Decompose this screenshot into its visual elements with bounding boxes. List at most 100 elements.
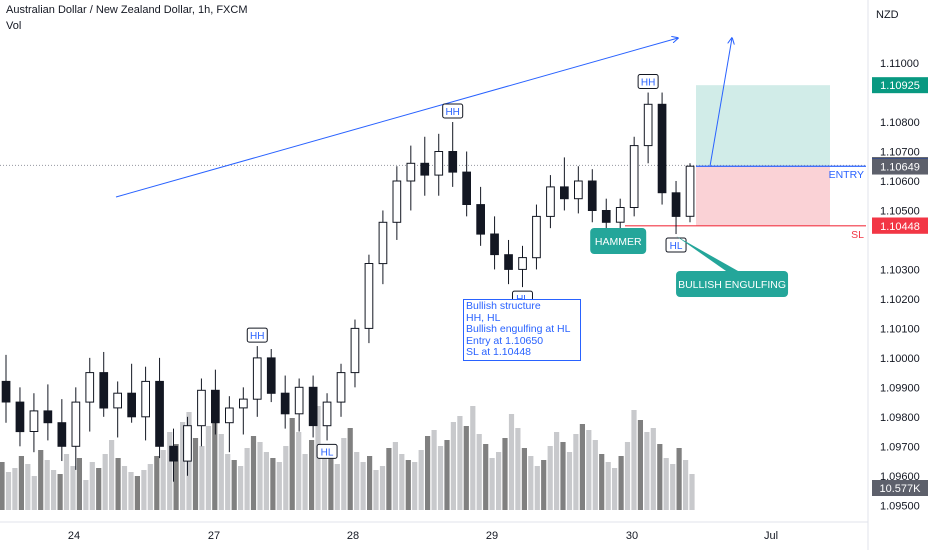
- candle[interactable]: [322, 393, 332, 441]
- candle[interactable]: [43, 384, 53, 441]
- y-tick-label: 1.10200: [880, 294, 920, 306]
- candle[interactable]: [294, 378, 304, 432]
- callout-text: BULLISH ENGULFING: [678, 279, 786, 291]
- candle-body: [685, 165, 695, 217]
- candle[interactable]: [280, 375, 290, 429]
- volume-bar: [431, 430, 437, 510]
- candle[interactable]: [225, 396, 234, 453]
- candle[interactable]: [239, 387, 248, 435]
- candle[interactable]: [615, 198, 625, 229]
- swing-label[interactable]: HL: [316, 443, 338, 459]
- price-tag-text: 1.10925: [880, 80, 920, 92]
- volume-bar: [496, 452, 502, 510]
- x-tick-label: 29: [486, 530, 498, 542]
- callout[interactable]: HAMMER: [590, 228, 647, 254]
- swing-label-box: [316, 443, 338, 459]
- candle[interactable]: [197, 378, 206, 447]
- candle[interactable]: [434, 133, 444, 196]
- volume-bar: [521, 448, 527, 510]
- time-axis: 24 27 28 29 30 Jul: [0, 521, 868, 542]
- candle-body: [71, 401, 81, 447]
- candle[interactable]: [546, 175, 555, 229]
- candle[interactable]: [462, 151, 471, 217]
- y-tick-label: 1.10700: [880, 147, 920, 159]
- candle-body: [587, 180, 597, 211]
- volume-bar: [167, 432, 173, 510]
- candle[interactable]: [308, 375, 318, 438]
- candle[interactable]: [57, 399, 67, 462]
- volume-tag-text: 10.577K: [880, 483, 922, 495]
- volume-bar: [225, 454, 231, 510]
- candle[interactable]: [504, 239, 513, 285]
- price-tag[interactable]: 1.10448: [872, 217, 928, 234]
- volume-tag[interactable]: 10.577K: [872, 480, 928, 496]
- volume-bar: [425, 436, 431, 510]
- volume-bar: [489, 458, 495, 510]
- candle[interactable]: [155, 357, 164, 459]
- swing-label[interactable]: HH: [637, 74, 659, 90]
- candle[interactable]: [532, 204, 541, 270]
- candle-body: [378, 221, 388, 265]
- candle[interactable]: [113, 381, 123, 438]
- candle[interactable]: [211, 369, 220, 435]
- candle[interactable]: [364, 254, 374, 344]
- candle[interactable]: [476, 186, 485, 246]
- candle[interactable]: [406, 145, 416, 211]
- candle[interactable]: [643, 92, 653, 164]
- candle-body: [211, 389, 220, 424]
- candle[interactable]: [671, 180, 681, 235]
- candle[interactable]: [657, 92, 667, 205]
- projection-arrow[interactable]: [709, 38, 732, 167]
- candle-body: [476, 204, 485, 235]
- candle[interactable]: [685, 163, 695, 223]
- candle[interactable]: [490, 216, 499, 270]
- trendline[interactable]: [115, 38, 678, 198]
- candle-body: [308, 386, 318, 427]
- candle[interactable]: [560, 157, 569, 211]
- swing-label[interactable]: HH: [246, 327, 268, 343]
- price-tag-box: [872, 158, 928, 175]
- candle[interactable]: [15, 387, 25, 447]
- candle[interactable]: [518, 245, 527, 288]
- candle[interactable]: [266, 349, 276, 403]
- volume-bar: [579, 424, 585, 510]
- candle[interactable]: [350, 319, 360, 388]
- candle[interactable]: [85, 357, 95, 432]
- annotation-line: HH, HL: [466, 311, 501, 324]
- analysis-annotation[interactable]: Bullish structure HH, HL Bullish engulfi…: [463, 299, 581, 361]
- candle[interactable]: [392, 166, 402, 240]
- y-tick-label: 1.09600: [880, 471, 920, 483]
- candle[interactable]: [336, 363, 346, 417]
- candle[interactable]: [71, 387, 81, 470]
- candle[interactable]: [420, 136, 430, 196]
- candle[interactable]: [169, 428, 178, 482]
- candle-body: [127, 392, 137, 418]
- swing-label[interactable]: HL: [665, 237, 687, 253]
- candle[interactable]: [1, 354, 11, 423]
- candle[interactable]: [378, 210, 388, 285]
- candle-body: [336, 372, 346, 403]
- candle[interactable]: [629, 136, 639, 217]
- price-tag[interactable]: 1.10925: [872, 77, 928, 94]
- candle[interactable]: [252, 346, 262, 417]
- candle[interactable]: [183, 416, 192, 476]
- candle[interactable]: [99, 351, 109, 417]
- candle[interactable]: [29, 393, 39, 453]
- candle[interactable]: [574, 166, 583, 214]
- target-zone[interactable]: [696, 85, 830, 167]
- price-tag-box: [872, 77, 928, 94]
- candle[interactable]: [587, 169, 597, 223]
- price-tag[interactable]: 1.10649: [872, 158, 928, 175]
- candle[interactable]: [141, 366, 151, 441]
- volume-bar: [38, 450, 44, 510]
- candle[interactable]: [448, 122, 458, 187]
- volume-bar: [515, 428, 521, 510]
- swing-label[interactable]: HH: [442, 103, 464, 119]
- candle[interactable]: [127, 363, 137, 423]
- volume-bar: [76, 458, 82, 510]
- stop-zone[interactable]: [696, 166, 830, 226]
- callout[interactable]: BULLISH ENGULFING: [676, 236, 789, 297]
- candle-body: [322, 401, 332, 427]
- annotation-line: Bullish structure: [466, 300, 541, 312]
